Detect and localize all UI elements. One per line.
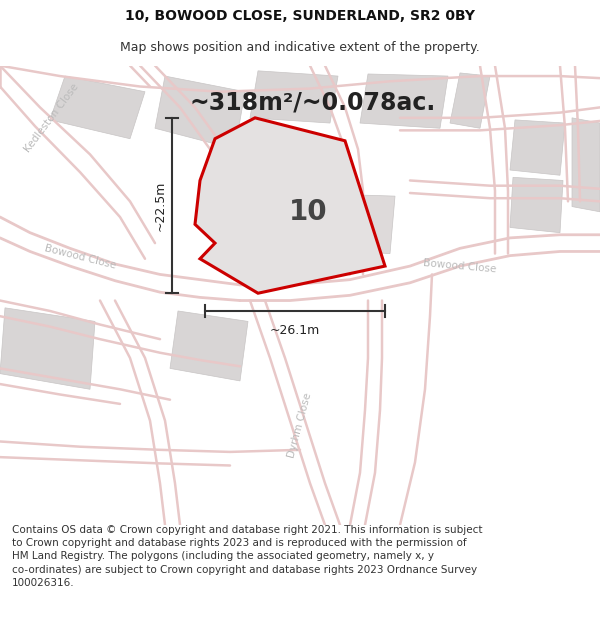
Text: Kedleston Close: Kedleston Close [23, 82, 81, 154]
Text: Bowood Close: Bowood Close [423, 258, 497, 274]
Polygon shape [572, 118, 600, 212]
Polygon shape [195, 118, 385, 293]
Text: ~26.1m: ~26.1m [270, 324, 320, 336]
Polygon shape [290, 193, 395, 254]
Polygon shape [450, 73, 490, 128]
Text: 10: 10 [289, 198, 328, 226]
Text: Contains OS data © Crown copyright and database right 2021. This information is : Contains OS data © Crown copyright and d… [12, 525, 482, 588]
Polygon shape [250, 71, 338, 123]
Text: Map shows position and indicative extent of the property.: Map shows position and indicative extent… [120, 41, 480, 54]
Polygon shape [360, 74, 448, 128]
Polygon shape [170, 311, 248, 381]
Polygon shape [155, 76, 245, 149]
Text: Bowood Close: Bowood Close [43, 243, 117, 271]
Text: ~318m²/~0.078ac.: ~318m²/~0.078ac. [190, 90, 436, 114]
Polygon shape [510, 120, 565, 175]
Text: Dyrhm Close: Dyrhm Close [286, 392, 314, 459]
Polygon shape [50, 76, 145, 139]
Text: 10, BOWOOD CLOSE, SUNDERLAND, SR2 0BY: 10, BOWOOD CLOSE, SUNDERLAND, SR2 0BY [125, 9, 475, 23]
Polygon shape [0, 308, 95, 389]
Polygon shape [510, 177, 563, 232]
Text: ~22.5m: ~22.5m [154, 181, 167, 231]
